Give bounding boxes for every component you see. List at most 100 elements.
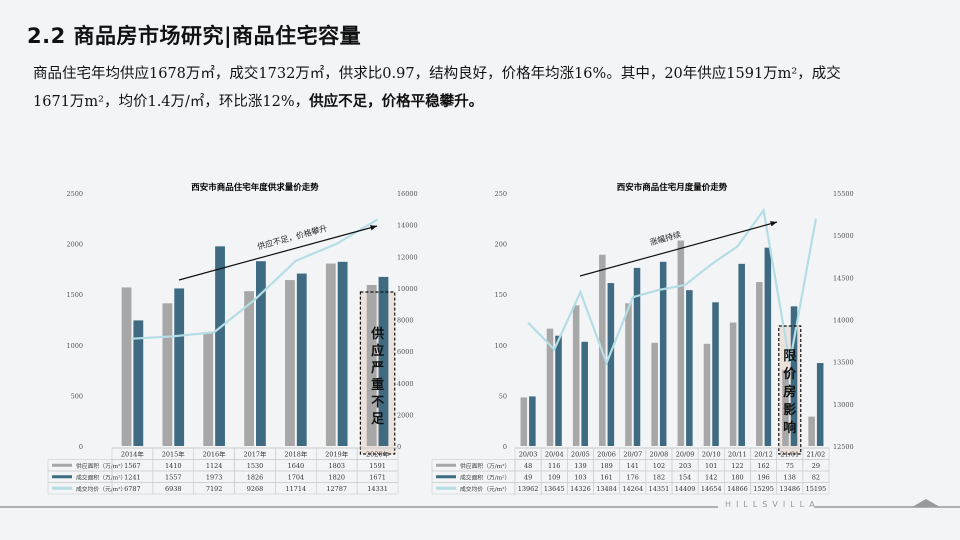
table-cell: 9268 <box>247 485 264 493</box>
deal-bar <box>296 273 307 446</box>
category-label: 20/07 <box>623 451 642 459</box>
table-cell: 14326 <box>570 485 591 493</box>
deal-bar <box>686 290 693 446</box>
chart-title: 西安市商品住宅年度供求量价走势 <box>191 182 319 193</box>
left-axis-tick: 1000 <box>66 342 83 350</box>
arrow-head-icon <box>770 221 777 227</box>
trend-label: 涨幅持续 <box>648 229 682 247</box>
left-axis-tick: 150 <box>495 291 507 299</box>
table-cell: 101 <box>705 462 717 470</box>
supply-bar <box>325 263 336 446</box>
deal-bar <box>607 283 615 446</box>
table-cell: 109 <box>548 473 560 481</box>
right-axis-tick: 12000 <box>397 253 418 261</box>
deal-bar <box>633 267 641 446</box>
trend-arrow-icon <box>579 221 778 277</box>
table-cell: 1241 <box>124 473 141 481</box>
highlight-box-border <box>778 325 802 455</box>
legend-swatch <box>52 486 72 490</box>
table-cell: 13486 <box>779 485 800 493</box>
supply-bar <box>203 332 214 446</box>
table-cell: 14866 <box>727 485 748 493</box>
price-line <box>527 207 817 367</box>
summary-line-2-plain: 1671万m²，均价1.4万/㎡，环比涨12%， <box>33 94 310 110</box>
table-cell: 1704 <box>288 473 305 481</box>
right-axis-tick: 14000 <box>397 222 418 230</box>
left-axis-tick: 50 <box>499 392 507 400</box>
table-cell: 182 <box>653 473 665 481</box>
category-label: 20/05 <box>571 451 590 459</box>
legend-label: 供应面积（万/m²） <box>460 462 510 470</box>
deal-bar <box>712 302 719 446</box>
table-cell: 13484 <box>596 485 617 493</box>
category-label: 2016年 <box>203 450 227 459</box>
supply-bar <box>651 342 658 446</box>
category-label: 2018年 <box>284 450 308 459</box>
deal-bar <box>215 246 225 446</box>
deal-bar <box>555 335 562 446</box>
right-axis-tick: 13000 <box>833 401 854 409</box>
left-axis-tick: 2000 <box>66 241 83 249</box>
supply-bar <box>677 240 685 446</box>
legend-label: 供应面积（万/m²） <box>76 462 126 470</box>
trend-arrow-icon <box>178 225 378 281</box>
legend-label: 成交面积（万/m²） <box>76 473 126 481</box>
table-cell: 29 <box>812 462 820 470</box>
table-cell: 11714 <box>286 485 307 493</box>
table-cell: 116 <box>548 462 560 470</box>
table-cell: 102 <box>653 462 665 470</box>
table-cell: 139 <box>574 462 586 470</box>
table-cell: 176 <box>627 473 639 481</box>
table-cell: 6938 <box>165 485 182 493</box>
deal-bar <box>529 396 536 446</box>
table-cell: 1671 <box>369 473 386 481</box>
highlight-box-label: 应 <box>371 343 384 359</box>
category-label: 20/09 <box>676 451 695 459</box>
category-label: 20/04 <box>545 451 564 459</box>
table-cell: 13645 <box>544 485 565 493</box>
supply-bar <box>808 416 815 446</box>
highlight-box <box>360 292 395 454</box>
deal-bar <box>337 261 348 446</box>
table-cell: 1567 <box>124 462 141 470</box>
deal-bar <box>659 261 667 446</box>
right-axis-tick: 13500 <box>833 359 854 367</box>
highlight-box-label: 房 <box>783 384 796 400</box>
table-cell: 14264 <box>622 485 643 493</box>
table-cell: 1640 <box>288 462 305 470</box>
table-cell: 154 <box>679 473 691 481</box>
deal-bar <box>133 320 144 446</box>
legend-swatch <box>436 475 456 479</box>
highlight-box-label: 严 <box>370 361 384 376</box>
supply-bar <box>285 280 295 446</box>
supply-bar <box>703 343 711 446</box>
summary-line-2: 1671万m²，均价1.4万/㎡，环比涨12%，供应不足，价格平稳攀升。 <box>33 88 933 116</box>
page-title: 2.2 商品房市场研究|商品住宅容量 <box>27 24 362 48</box>
table-cell: 14654 <box>701 485 722 493</box>
annual-supply-demand-chart: 西安市商品住宅年度供求量价走势 0 500 1000 1500 2000 2500 0 2000… <box>47 182 418 495</box>
table-cell: 162 <box>757 462 769 470</box>
chart-title: 西安市商品住宅月度量价走势 <box>617 182 728 193</box>
category-label: 2014年 <box>121 450 145 459</box>
left-axis-tick: 200 <box>495 241 507 249</box>
right-axis-tick: 10000 <box>397 285 418 293</box>
left-axis-tick: 0 <box>79 443 83 451</box>
highlight-box-label: 足 <box>371 412 385 427</box>
supply-bar <box>121 287 132 446</box>
deal-bar <box>790 306 798 446</box>
table-cell: 15295 <box>753 485 774 493</box>
table-cell: 14409 <box>675 485 696 493</box>
highlight-box-border <box>359 291 396 455</box>
deal-bar <box>378 276 389 446</box>
supply-bar <box>782 370 789 446</box>
left-axis-tick: 1500 <box>66 291 83 299</box>
highlight-box-label: 重 <box>371 377 384 393</box>
legend-label: 成交均价（元/m²） <box>460 485 510 493</box>
table-cell: 1591 <box>369 462 386 470</box>
right-axis-tick: 15000 <box>833 232 854 240</box>
supply-bar <box>756 282 763 446</box>
right-axis-tick: 16000 <box>397 190 418 198</box>
deal-bar <box>816 363 824 446</box>
right-axis-tick: 0 <box>397 443 401 451</box>
trend-label: 供应不足，价格攀升 <box>256 223 328 252</box>
